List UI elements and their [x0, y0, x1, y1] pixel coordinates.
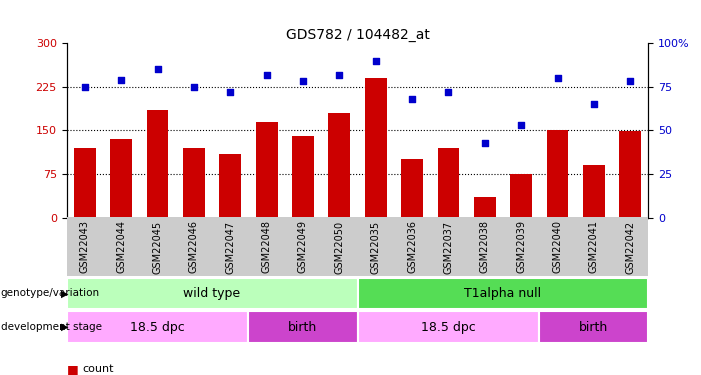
Text: birth: birth: [288, 321, 318, 334]
Point: [334, 72, 345, 78]
Text: GSM22050: GSM22050: [334, 220, 344, 273]
Bar: [401, 159, 423, 218]
Bar: [292, 136, 314, 218]
Text: GSM22039: GSM22039: [516, 220, 526, 273]
Text: GSM22041: GSM22041: [589, 220, 599, 273]
Bar: [328, 113, 350, 218]
Bar: [583, 165, 605, 218]
Bar: [547, 130, 569, 218]
Bar: [67, 311, 248, 343]
Bar: [248, 311, 358, 343]
Bar: [110, 139, 132, 218]
Bar: [183, 148, 205, 217]
Point: [297, 78, 308, 84]
Text: development stage: development stage: [1, 322, 102, 332]
Point: [189, 84, 200, 90]
Point: [224, 89, 236, 95]
Text: 18.5 dpc: 18.5 dpc: [421, 321, 476, 334]
Text: ■: ■: [67, 363, 79, 375]
Point: [407, 96, 418, 102]
Point: [479, 140, 491, 146]
Point: [443, 89, 454, 95]
Point: [79, 84, 90, 90]
Text: count: count: [82, 364, 114, 374]
Point: [588, 101, 599, 107]
Text: GSM22035: GSM22035: [371, 220, 381, 273]
Text: GSM22048: GSM22048: [261, 220, 271, 273]
Text: GSM22036: GSM22036: [407, 220, 417, 273]
Bar: [620, 132, 641, 218]
Bar: [358, 278, 648, 309]
Bar: [437, 148, 459, 217]
Bar: [219, 154, 241, 218]
Point: [370, 57, 381, 63]
Point: [152, 66, 163, 72]
Text: GSM22040: GSM22040: [552, 220, 562, 273]
Bar: [74, 148, 95, 217]
Point: [116, 77, 127, 83]
Text: GSM22037: GSM22037: [444, 220, 454, 273]
Bar: [147, 110, 168, 218]
Text: wild type: wild type: [184, 287, 240, 300]
Bar: [256, 122, 278, 218]
Text: T1alpha null: T1alpha null: [464, 287, 542, 300]
Text: GSM22038: GSM22038: [479, 220, 490, 273]
Bar: [539, 311, 648, 343]
Text: GSM22044: GSM22044: [116, 220, 126, 273]
Text: GSM22049: GSM22049: [298, 220, 308, 273]
Bar: [474, 197, 496, 217]
Text: ▶: ▶: [61, 288, 68, 298]
Text: GSM22045: GSM22045: [153, 220, 163, 273]
Text: 18.5 dpc: 18.5 dpc: [130, 321, 185, 334]
Text: GSM22047: GSM22047: [225, 220, 236, 273]
Point: [515, 122, 526, 128]
Bar: [510, 174, 532, 217]
Title: GDS782 / 104482_at: GDS782 / 104482_at: [285, 28, 430, 42]
Bar: [358, 311, 539, 343]
Point: [261, 72, 272, 78]
Text: GSM22046: GSM22046: [189, 220, 199, 273]
Text: birth: birth: [579, 321, 608, 334]
Text: GSM22042: GSM22042: [625, 220, 635, 273]
Point: [552, 75, 563, 81]
Bar: [67, 278, 358, 309]
Text: GSM22043: GSM22043: [80, 220, 90, 273]
Text: genotype/variation: genotype/variation: [1, 288, 100, 298]
Text: ▶: ▶: [61, 322, 68, 332]
Point: [625, 78, 636, 84]
Bar: [365, 78, 387, 218]
